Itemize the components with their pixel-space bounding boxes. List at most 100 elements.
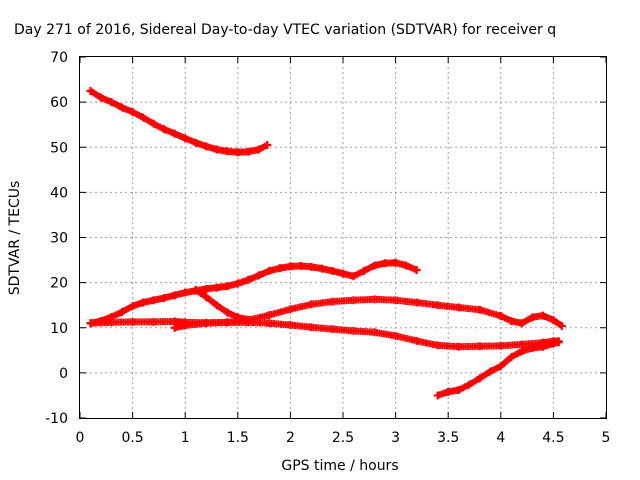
y-tick-label: 30	[50, 231, 68, 247]
data-point	[254, 271, 263, 280]
data-point	[263, 140, 272, 149]
data-point	[517, 347, 526, 356]
data-point	[349, 326, 358, 335]
data-point	[557, 321, 566, 330]
data-point	[370, 328, 379, 337]
data-point	[391, 296, 400, 305]
data-point	[233, 148, 242, 157]
chart-title: Day 271 of 2016, Sidereal Day-to-day VTE…	[14, 22, 556, 38]
data-point	[286, 305, 295, 314]
grid-lines	[80, 57, 606, 418]
data-point	[307, 323, 316, 332]
y-tick-label: 70	[50, 50, 68, 66]
data-point	[496, 312, 505, 321]
data-point	[139, 113, 148, 122]
data-point	[223, 308, 232, 317]
data-point	[328, 297, 337, 306]
data-point	[212, 283, 221, 292]
data-point	[191, 285, 200, 294]
data-point	[149, 119, 158, 128]
data-point	[118, 307, 127, 316]
data-point	[170, 291, 179, 300]
data-point	[139, 298, 148, 307]
data-point	[412, 265, 421, 274]
data-point	[170, 129, 179, 138]
data-point	[402, 261, 411, 270]
data-point	[149, 296, 158, 305]
data-point	[233, 279, 242, 288]
data-point	[391, 258, 400, 267]
data-point	[507, 316, 516, 325]
data-point	[275, 264, 284, 273]
data-point	[202, 142, 211, 151]
x-tick-label: 3.5	[437, 430, 459, 446]
data-point	[507, 353, 516, 362]
data-point	[465, 380, 474, 389]
data-point	[128, 317, 137, 326]
data-point	[107, 318, 116, 327]
data-point	[538, 342, 547, 351]
data-point	[265, 319, 274, 328]
x-tick-label: 3	[391, 430, 400, 446]
data-point	[244, 147, 253, 156]
data-point	[170, 323, 179, 332]
data-point	[444, 387, 453, 396]
data-points	[86, 86, 566, 400]
data-point	[454, 386, 463, 395]
data-point	[86, 86, 95, 95]
data-point	[381, 259, 390, 268]
data-point	[433, 391, 442, 400]
data-point	[118, 103, 127, 112]
y-tick-label: 50	[50, 140, 68, 156]
x-axis-ticks: 0 0.5 1 1.5 2 2.5 3 3.5 4 4.5 5	[76, 57, 610, 446]
data-point	[528, 344, 537, 353]
data-point	[202, 319, 211, 328]
data-point	[412, 336, 421, 345]
data-point	[370, 295, 379, 304]
data-point	[181, 288, 190, 297]
y-tick-label: 40	[50, 185, 68, 201]
data-point	[265, 266, 274, 275]
data-point	[412, 298, 421, 307]
data-point	[107, 98, 116, 107]
data-point	[223, 318, 232, 327]
data-point	[317, 264, 326, 273]
data-point	[212, 145, 221, 154]
x-tick-label: 0	[76, 430, 85, 446]
data-point	[433, 301, 442, 310]
data-point	[475, 374, 484, 383]
data-point	[244, 275, 253, 284]
data-point	[339, 269, 347, 278]
plot-frame	[79, 56, 607, 419]
data-point	[212, 301, 221, 310]
data-point	[286, 321, 295, 330]
data-point	[128, 302, 137, 311]
data-point	[328, 266, 337, 275]
y-axis-label: SDTVAR / TECUs	[7, 181, 23, 296]
data-point	[181, 321, 190, 330]
data-point	[528, 313, 537, 322]
data-point	[549, 339, 558, 348]
data-point	[349, 296, 358, 305]
x-tick-label: 2	[286, 430, 295, 446]
x-tick-label: 0.5	[121, 430, 143, 446]
data-point	[160, 125, 169, 134]
data-point	[191, 138, 200, 147]
data-point	[128, 108, 137, 117]
x-tick-label: 1	[181, 430, 190, 446]
y-axis-ticks: -10 0 10 20 30 40 50 60 70	[45, 50, 606, 427]
data-point	[549, 316, 558, 325]
data-point	[538, 311, 547, 320]
data-point	[265, 311, 274, 320]
data-point	[475, 305, 484, 314]
data-point	[223, 147, 232, 156]
data-point	[433, 341, 442, 350]
series-4	[170, 295, 566, 332]
data-point	[486, 367, 495, 376]
data-point	[244, 315, 253, 324]
data-point	[233, 313, 242, 322]
y-tick-label: 20	[50, 276, 68, 292]
series-5	[191, 285, 253, 324]
data-point	[181, 134, 190, 143]
data-point	[517, 340, 526, 349]
